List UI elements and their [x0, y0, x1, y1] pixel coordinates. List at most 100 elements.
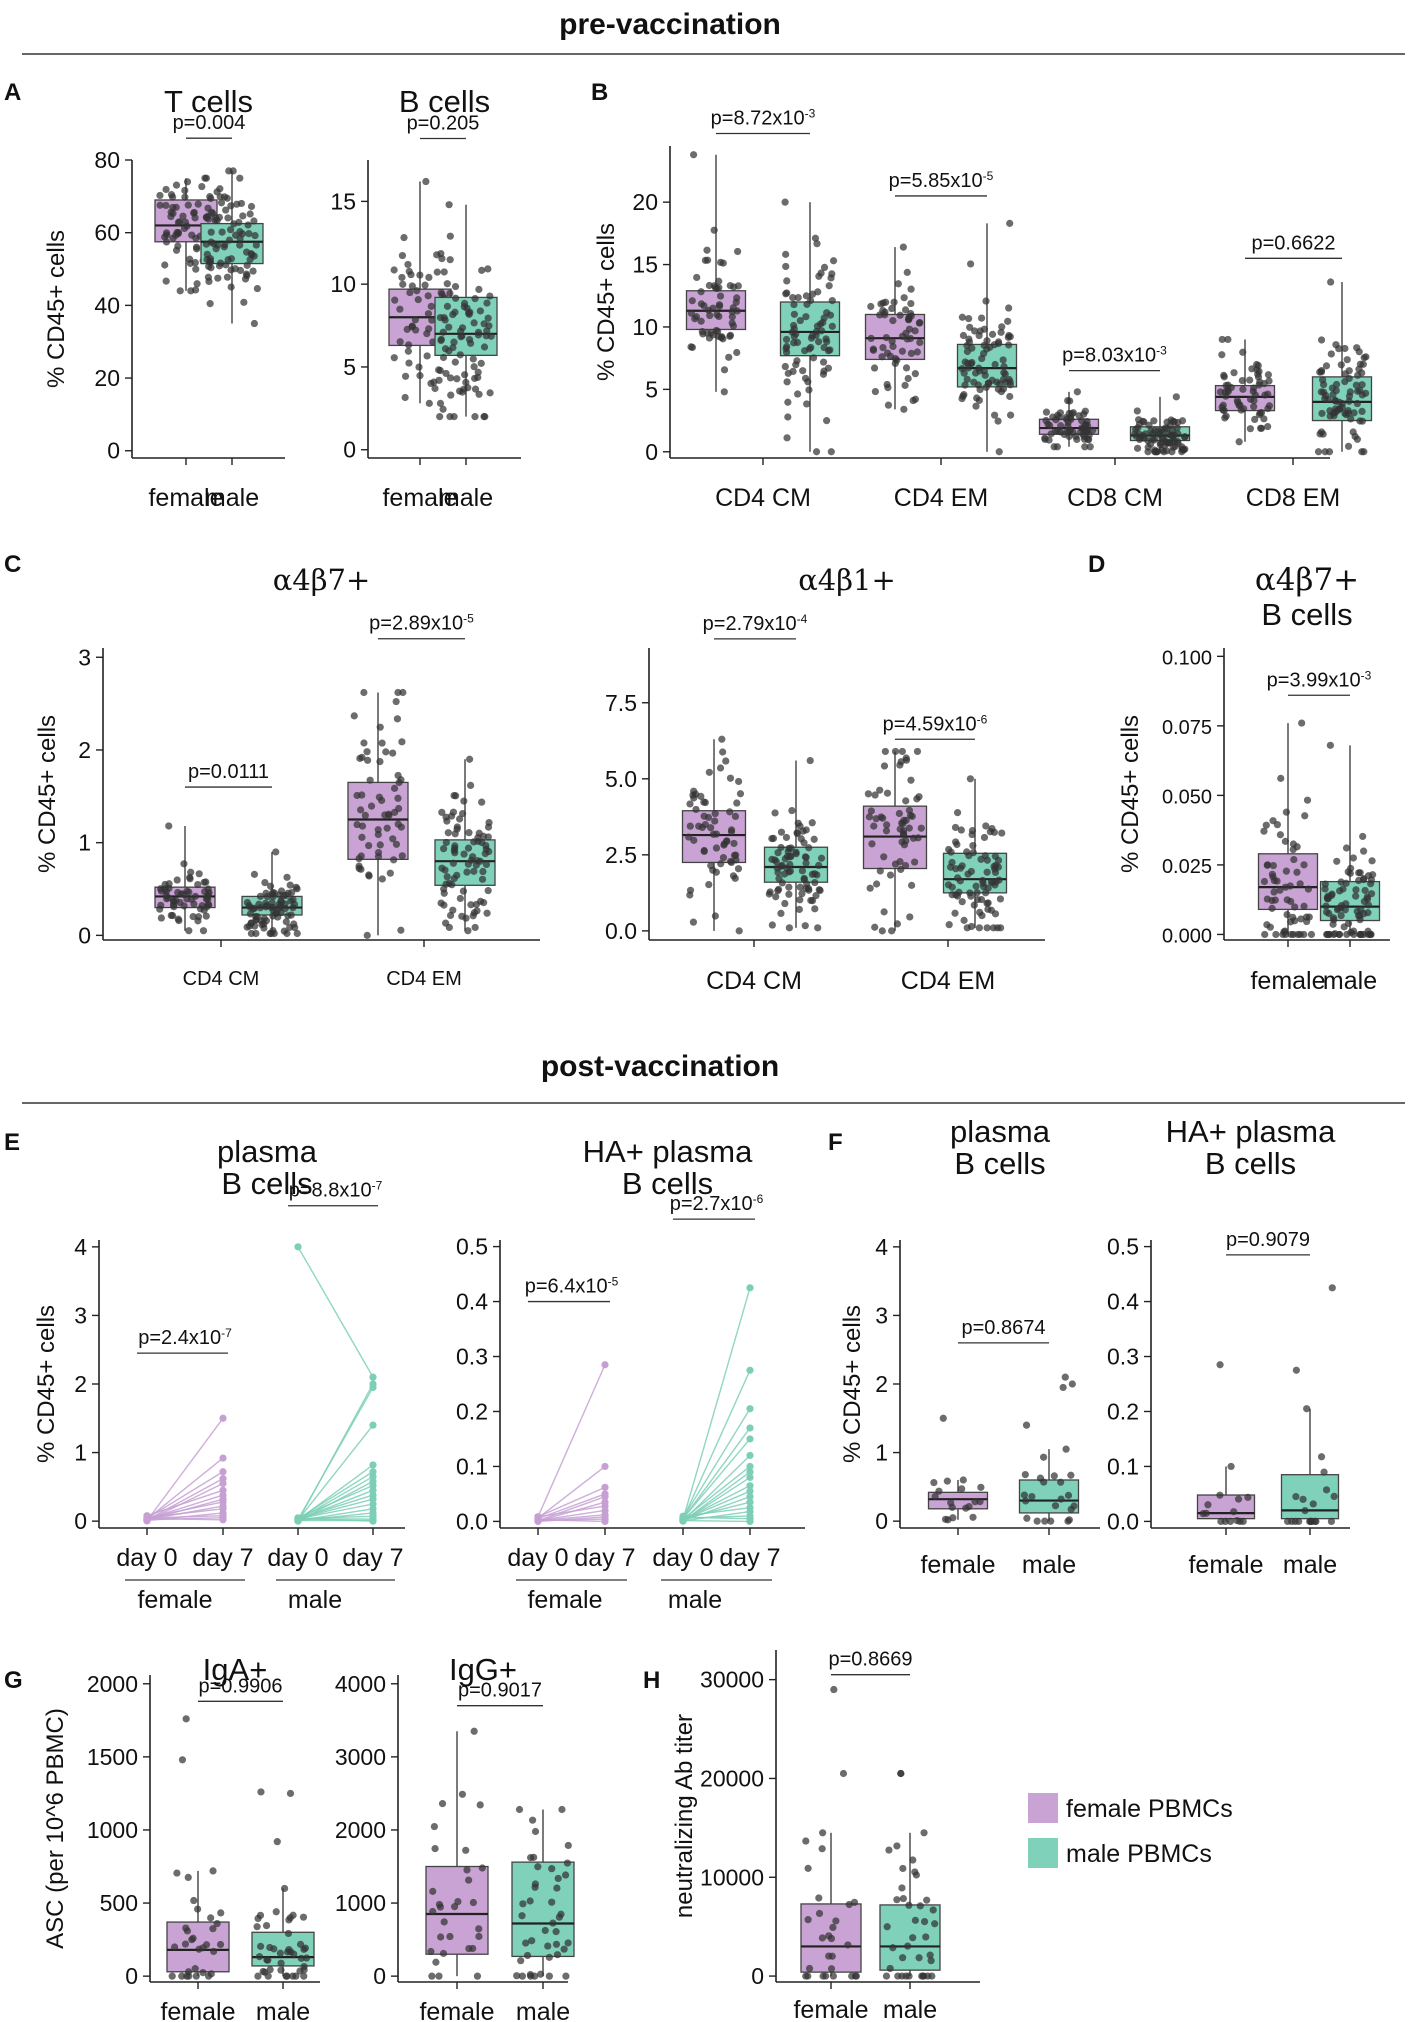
data-point	[193, 280, 201, 288]
data-point	[446, 1932, 454, 1941]
data-point	[214, 274, 222, 282]
data-point	[1250, 397, 1258, 405]
panel-letter-e: E	[4, 1129, 20, 1156]
data-point	[165, 822, 173, 830]
data-point	[896, 311, 904, 319]
data-point	[545, 1972, 553, 1980]
data-point	[223, 273, 232, 281]
data-point	[1065, 409, 1073, 418]
data-point	[816, 886, 824, 895]
data-point	[184, 1968, 193, 1976]
data-point	[785, 924, 793, 932]
data-point	[870, 364, 879, 372]
data-point	[474, 331, 483, 339]
data-point	[782, 250, 790, 258]
data-point	[358, 833, 366, 841]
data-point	[920, 1829, 928, 1837]
data-point	[1326, 741, 1334, 749]
data-point	[240, 298, 248, 306]
data-point	[911, 327, 919, 335]
data-point	[255, 1953, 264, 1961]
data-point	[971, 1498, 979, 1506]
data-point	[898, 1884, 906, 1892]
data-point	[825, 282, 833, 290]
data-point	[394, 794, 402, 802]
data-point	[871, 923, 879, 931]
p-value-label: p=0.8669	[829, 1649, 913, 1671]
data-point	[899, 1864, 907, 1873]
data-point	[907, 776, 915, 784]
data-point	[988, 330, 997, 338]
data-point	[476, 307, 484, 315]
data-point	[983, 345, 991, 353]
data-point	[705, 881, 713, 889]
paired-line	[537, 1509, 606, 1522]
data-point	[907, 299, 915, 308]
data-point	[903, 268, 911, 276]
data-point	[706, 311, 714, 320]
data-point	[1350, 409, 1358, 417]
paired-line	[297, 1484, 374, 1519]
y-tick-label: 0.1	[456, 1453, 488, 1479]
data-point	[469, 355, 477, 363]
data-point	[534, 1863, 542, 1871]
x-tick-label: day 7	[192, 1544, 253, 1572]
data-point	[548, 1898, 556, 1906]
data-point	[692, 313, 701, 321]
data-point	[218, 228, 226, 236]
data-point	[277, 1966, 285, 1974]
data-point	[958, 313, 966, 321]
x-tick-label: male	[439, 484, 493, 512]
y-tick-label: 1	[78, 830, 91, 856]
data-point	[915, 793, 923, 801]
data-point	[181, 186, 189, 195]
data-point	[1057, 1478, 1065, 1486]
paired-line	[146, 1471, 224, 1519]
data-point	[804, 1864, 812, 1872]
data-point	[819, 1829, 827, 1837]
data-point	[884, 401, 893, 409]
data-point	[733, 799, 741, 807]
data-point	[1309, 1500, 1317, 1508]
data-point	[1317, 388, 1325, 396]
data-point	[190, 900, 198, 908]
x-tick-label: CD4 CM	[706, 967, 802, 995]
data-point	[690, 787, 698, 795]
data-point	[464, 844, 473, 852]
data-point	[888, 927, 896, 935]
data-point	[899, 1954, 907, 1962]
data-point	[772, 893, 780, 901]
data-point	[781, 899, 789, 908]
data-point	[192, 286, 200, 294]
data-point	[730, 839, 738, 848]
data-point	[357, 806, 365, 814]
data-point	[553, 1951, 562, 1959]
data-point	[469, 1944, 477, 1953]
p-value-label: p=0.205	[407, 112, 480, 134]
data-point	[1051, 1502, 1060, 1510]
data-point	[1253, 366, 1261, 374]
data-point	[440, 314, 448, 322]
data-point	[947, 863, 955, 871]
data-point	[1342, 900, 1350, 908]
data-point	[808, 290, 817, 298]
data-point	[1218, 351, 1226, 359]
data-point	[963, 848, 971, 856]
data-point	[1360, 354, 1368, 362]
data-point	[1264, 422, 1272, 431]
data-point	[729, 872, 738, 880]
data-point	[1292, 1366, 1300, 1374]
data-point	[785, 890, 793, 898]
data-point	[826, 311, 835, 319]
data-point	[470, 867, 478, 875]
data-point	[869, 346, 878, 354]
data-point	[906, 913, 914, 921]
data-point	[995, 339, 1003, 348]
box-female-cd4-em	[862, 747, 928, 935]
data-point	[401, 372, 410, 380]
paired-line	[146, 1417, 224, 1522]
x-tick-label: CD8 CM	[1067, 484, 1163, 512]
data-point	[782, 833, 791, 842]
data-point	[958, 1485, 966, 1493]
data-point	[966, 323, 974, 331]
